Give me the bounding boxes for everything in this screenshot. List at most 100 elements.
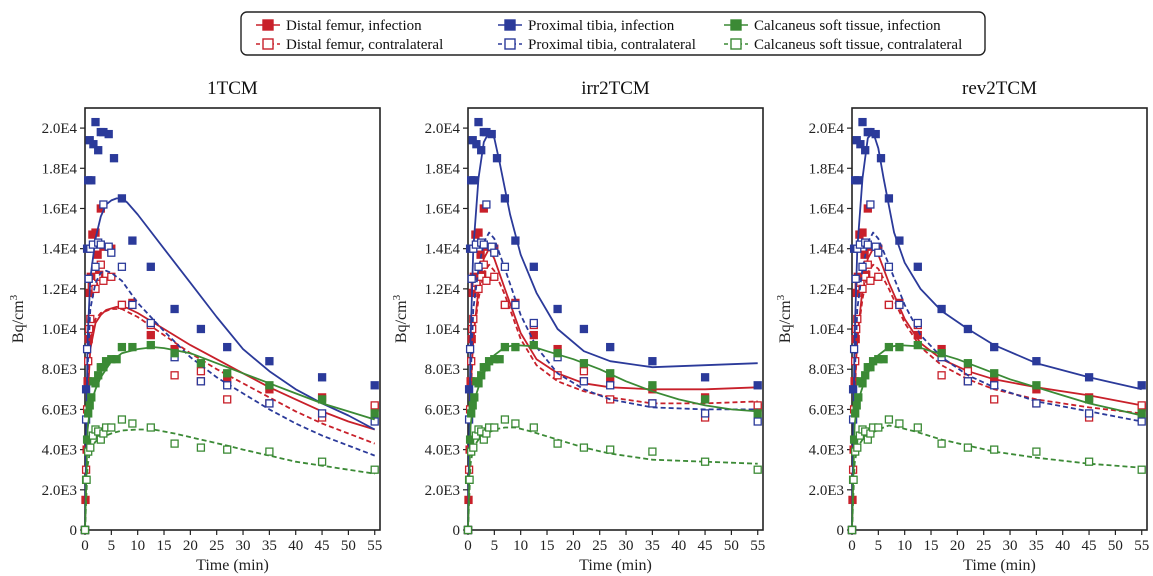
data-point xyxy=(87,176,96,185)
data-point xyxy=(84,409,93,418)
y-tick-label: 1.8E4 xyxy=(425,161,461,177)
plot-frame xyxy=(851,107,1148,531)
data-point xyxy=(479,240,488,249)
data-point xyxy=(849,475,858,484)
data-point xyxy=(223,369,232,378)
data-point xyxy=(579,377,589,386)
legend-label: Distal femur, infection xyxy=(286,18,422,34)
legend-frame xyxy=(240,11,986,56)
data-point xyxy=(553,439,562,448)
y-tick-label: 1.8E4 xyxy=(809,161,845,177)
data-point xyxy=(648,357,657,366)
data-point xyxy=(370,381,379,390)
data-point xyxy=(107,272,116,281)
y-tick-label: 0 xyxy=(453,523,461,539)
data-point xyxy=(895,300,904,310)
data-point xyxy=(854,176,863,185)
y-tick-label: 1.2E4 xyxy=(42,282,78,298)
data-point xyxy=(146,262,155,271)
data-point xyxy=(146,423,155,432)
x-tick-label: 20 xyxy=(183,538,198,554)
data-point xyxy=(937,304,946,314)
data-point xyxy=(606,342,615,352)
y-tick-label: 1.4E4 xyxy=(425,242,461,258)
data-point xyxy=(91,117,100,127)
data-point xyxy=(196,443,206,452)
x-tick-label: 15 xyxy=(924,538,939,554)
y-tick-label: 8.0E3 xyxy=(809,362,844,378)
data-point xyxy=(700,409,710,418)
x-tick-label: 20 xyxy=(566,538,581,554)
data-point xyxy=(81,385,91,394)
data-point xyxy=(990,369,999,378)
data-point xyxy=(884,415,894,424)
y-axis-label: Bq/cm3 xyxy=(8,294,27,343)
x-tick-label: 50 xyxy=(1108,538,1123,554)
data-point xyxy=(856,140,865,149)
data-point xyxy=(490,423,499,432)
data-point xyxy=(223,381,232,390)
data-point xyxy=(117,300,127,310)
data-point xyxy=(1137,401,1146,410)
data-point xyxy=(146,318,155,328)
x-tick-label: 45 xyxy=(1082,538,1097,554)
data-point xyxy=(91,379,100,388)
panel-irr2tcm: irr2TCM 0 2.0E3 4.0E3 6.0E3 8.0E3 1.0E4 1.2E4 1.… xyxy=(391,78,765,574)
data-point xyxy=(913,423,922,432)
data-point xyxy=(89,140,98,149)
data-point xyxy=(854,393,863,402)
y-axis-label-base: Bq/cm xyxy=(10,300,27,343)
x-tick-label: 55 xyxy=(1134,538,1149,554)
data-point xyxy=(1137,381,1146,390)
data-point xyxy=(317,457,327,466)
y-tick-label: 4.0E3 xyxy=(425,443,460,459)
series-distal-femur-contralateral xyxy=(80,260,379,535)
y-tick-label: 1.8E4 xyxy=(42,161,78,177)
legend-label: Calcaneus soft tissue, infection xyxy=(754,18,941,34)
x-tick-label: 30 xyxy=(619,538,634,554)
plot-frame xyxy=(84,107,381,531)
data-point xyxy=(482,276,491,285)
data-point xyxy=(128,236,137,245)
data-point xyxy=(913,340,922,350)
panel-title: 1TCM xyxy=(207,78,258,99)
data-point xyxy=(146,340,155,350)
data-point xyxy=(500,342,510,352)
data-point xyxy=(317,395,327,404)
legend-label: Proximal tibia, contralateral xyxy=(528,37,696,53)
data-point xyxy=(99,276,108,285)
x-tick-label: 25 xyxy=(592,538,607,554)
y-axis-label-superscript: 3 xyxy=(775,294,787,300)
x-tick-label: 50 xyxy=(341,538,356,554)
data-point xyxy=(80,525,90,535)
data-point xyxy=(879,355,888,364)
data-point xyxy=(753,401,762,410)
series-calcaneus-soft-tissue-infection xyxy=(463,340,762,535)
data-point xyxy=(91,262,100,271)
legend-marker-swatch xyxy=(730,19,742,31)
data-point xyxy=(265,381,274,390)
data-point xyxy=(465,475,474,484)
data-point xyxy=(370,409,379,418)
data-point xyxy=(753,381,762,390)
data-point xyxy=(990,381,999,390)
data-point xyxy=(963,324,973,334)
series-calcaneus-soft-tissue-infection xyxy=(847,340,1146,535)
x-tick-label: 55 xyxy=(750,538,765,554)
y-tick-label: 6.0E3 xyxy=(809,402,844,418)
data-point xyxy=(109,154,119,163)
x-tick-label: 40 xyxy=(1055,538,1070,554)
data-point xyxy=(553,371,562,380)
data-point xyxy=(700,395,710,404)
data-point xyxy=(223,395,232,404)
data-point xyxy=(82,344,92,354)
data-point xyxy=(117,415,127,424)
y-tick-label: 2.0E4 xyxy=(42,121,78,137)
data-point xyxy=(474,228,483,237)
data-point xyxy=(170,371,179,380)
data-point xyxy=(107,423,116,432)
chart-panels: 1TCM 0 2.0E3 4.0E3 6.0E3 8.0E3 1.0E4 1.2E4 1.4E4… xyxy=(8,78,1149,574)
data-point xyxy=(104,129,113,139)
data-point xyxy=(963,377,973,386)
x-tick-label: 5 xyxy=(108,538,116,554)
